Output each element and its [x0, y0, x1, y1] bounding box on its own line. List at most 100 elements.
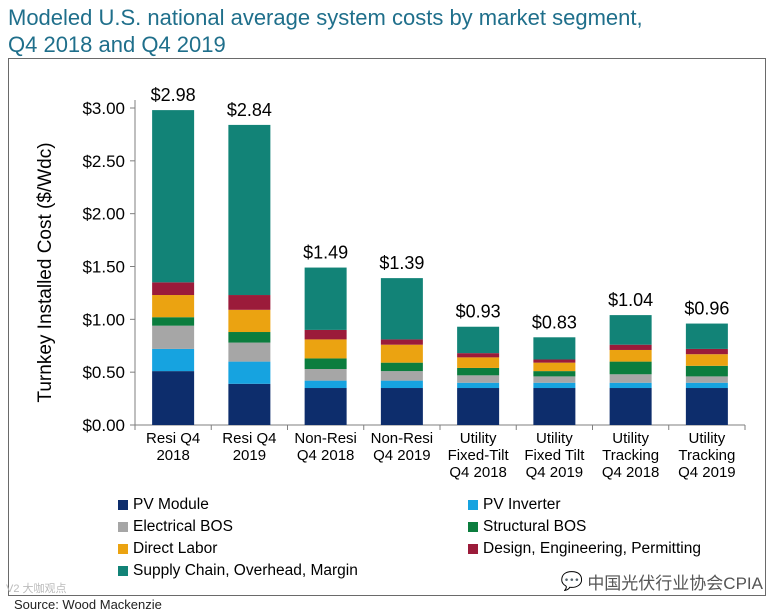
legend-label: PV Inverter — [483, 495, 561, 513]
x-tick-label: Utility — [536, 430, 573, 447]
bar-segment-supply-chain-overhead-margin — [685, 323, 728, 349]
legend-swatch — [118, 499, 128, 510]
legend-label: Structural BOS — [483, 517, 587, 535]
y-tick-label: $1.50 — [82, 258, 125, 277]
bar-segment-structural-bos — [457, 367, 500, 376]
bar-segment-supply-chain-overhead-margin — [152, 110, 195, 283]
bar-segment-direct-labor — [533, 362, 576, 372]
bar-segment-supply-chain-overhead-margin — [228, 124, 271, 296]
bar-segment-supply-chain-overhead-margin — [380, 278, 423, 340]
bar-segment-pv-module — [533, 388, 576, 425]
bar-segment-structural-bos — [609, 361, 652, 375]
legend-label: Direct Labor — [133, 539, 218, 557]
x-tick-label: Q4 2019 — [373, 447, 431, 464]
bar-total-label: $1.04 — [608, 290, 653, 310]
bar-segment-structural-bos — [380, 362, 423, 372]
bar-segment-structural-bos — [533, 371, 576, 377]
legend-label: Electrical BOS — [133, 517, 233, 535]
x-tick-label: Q4 2018 — [297, 447, 355, 464]
legend-swatch — [118, 521, 128, 532]
bar-segment-supply-chain-overhead-margin — [533, 337, 576, 360]
legend-swatch — [118, 565, 128, 576]
y-tick-label: $0.50 — [82, 363, 125, 382]
x-tick-label: Resi Q4 — [222, 430, 276, 447]
chart-title: Modeled U.S. national average system cos… — [8, 4, 768, 58]
y-tick-label: $2.50 — [82, 152, 125, 171]
legend-label: PV Module — [133, 495, 209, 513]
bar-segment-supply-chain-overhead-margin — [609, 315, 652, 345]
bar-segment-electrical-bos — [609, 374, 652, 383]
bar-segment-structural-bos — [685, 365, 728, 377]
y-tick-label: $2.00 — [82, 205, 125, 224]
bar-total-label: $1.39 — [379, 253, 424, 273]
bar-segment-design-engineering-permitting — [457, 353, 500, 358]
bar-segment-design-engineering-permitting — [609, 344, 652, 350]
bar-segment-electrical-bos — [685, 376, 728, 383]
bar-segment-structural-bos — [228, 332, 271, 343]
legend-item: Direct Labor — [118, 538, 468, 559]
bar-segment-design-engineering-permitting — [533, 359, 576, 363]
x-tick-label: Q4 2019 — [526, 464, 584, 481]
x-tick-label: Q4 2018 — [602, 464, 660, 481]
bar-segment-pv-module — [457, 388, 500, 425]
bar-segment-direct-labor — [380, 344, 423, 363]
legend-swatch — [118, 543, 128, 554]
title-line-1: Modeled U.S. national average system cos… — [8, 5, 643, 30]
bar-segment-electrical-bos — [304, 368, 347, 381]
bar-segment-pv-inverter — [304, 380, 347, 389]
bar-segment-design-engineering-permitting — [380, 339, 423, 345]
bar-total-label: $2.98 — [151, 85, 196, 105]
y-tick-label: $0.00 — [82, 416, 125, 435]
bar-segment-design-engineering-permitting — [152, 282, 195, 296]
bar-total-label: $0.96 — [684, 299, 729, 319]
x-tick-label: Utility — [460, 430, 497, 447]
bar-total-label: $0.93 — [456, 302, 501, 322]
bar-segment-supply-chain-overhead-margin — [457, 326, 500, 354]
bar-segment-direct-labor — [609, 349, 652, 362]
bar-segment-direct-labor — [457, 357, 500, 368]
wechat-icon: 💬 — [560, 571, 584, 591]
source-note: Source: Wood Mackenzie — [14, 597, 162, 612]
bar-segment-electrical-bos — [380, 371, 423, 381]
legend-item: PV Module — [118, 494, 468, 515]
x-tick-label: Fixed Tilt — [524, 447, 585, 464]
bar-segment-electrical-bos — [533, 376, 576, 383]
y-tick-label: $1.00 — [82, 310, 125, 329]
watermark: 💬 中国光伏行业协会CPIA — [561, 569, 763, 594]
x-tick-label: Q4 2018 — [449, 464, 507, 481]
chart-legend: PV Module PV Inverter Electrical BOS Struct… — [118, 494, 758, 581]
legend-label: Design, Engineering, Permitting — [483, 539, 701, 557]
legend-swatch — [468, 521, 478, 532]
bar-segment-pv-inverter — [533, 382, 576, 389]
watermark-left: V2 大咖观点 — [6, 583, 67, 595]
x-tick-label: 2019 — [233, 447, 266, 464]
x-tick-label: Fixed-Tilt — [448, 447, 510, 464]
legend-swatch — [468, 499, 478, 510]
legend-item: Electrical BOS — [118, 516, 468, 537]
bar-segment-electrical-bos — [457, 375, 500, 383]
x-tick-label: Non-Resi — [294, 430, 357, 447]
bar-total-label: $1.49 — [303, 243, 348, 263]
bar-segment-pv-inverter — [228, 361, 271, 384]
bar-total-label: $0.83 — [532, 312, 577, 332]
bar-segment-direct-labor — [152, 295, 195, 318]
bar-segment-direct-labor — [685, 354, 728, 366]
bar-segment-pv-inverter — [457, 382, 500, 389]
x-tick-label: Tracking — [602, 447, 659, 464]
bar-segment-pv-inverter — [685, 382, 728, 389]
bar-total-label: $2.84 — [227, 100, 272, 120]
bar-segment-pv-module — [228, 383, 271, 425]
bar-segment-pv-inverter — [609, 382, 652, 389]
x-tick-label: Utility — [612, 430, 649, 447]
bar-segment-design-engineering-permitting — [304, 329, 347, 340]
legend-label: Supply Chain, Overhead, Margin — [133, 561, 358, 579]
title-line-2: Q4 2018 and Q4 2019 — [8, 32, 226, 57]
bar-segment-supply-chain-overhead-margin — [304, 267, 347, 330]
bar-segment-pv-inverter — [152, 348, 195, 372]
bar-segment-pv-inverter — [380, 380, 423, 389]
bar-segment-pv-module — [152, 371, 195, 425]
bar-segment-pv-module — [609, 388, 652, 425]
bar-segment-direct-labor — [304, 339, 347, 359]
chart-frame — [8, 58, 766, 596]
